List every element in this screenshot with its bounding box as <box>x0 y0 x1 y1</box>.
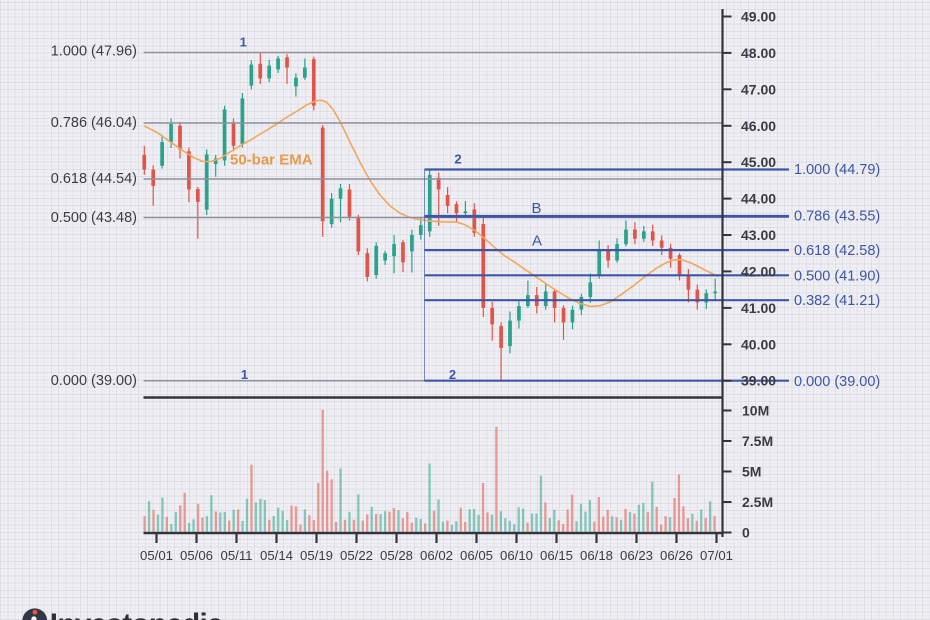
svg-text:0.618 (44.54): 0.618 (44.54) <box>51 171 137 187</box>
svg-text:45.00: 45.00 <box>741 154 776 170</box>
svg-text:7.5M: 7.5M <box>742 433 773 449</box>
svg-text:10M: 10M <box>742 403 769 419</box>
svg-text:05/11: 05/11 <box>220 548 252 563</box>
svg-text:0.382 (41.21): 0.382 (41.21) <box>794 293 880 309</box>
svg-text:0: 0 <box>742 525 750 541</box>
svg-text:0.500 (41.90): 0.500 (41.90) <box>794 269 880 285</box>
svg-text:0.786 (46.04): 0.786 (46.04) <box>51 115 137 131</box>
svg-text:43.00: 43.00 <box>741 227 776 243</box>
svg-text:06/15: 06/15 <box>540 548 573 563</box>
svg-text:49.00: 49.00 <box>741 9 776 25</box>
svg-text:05/22: 05/22 <box>340 548 373 563</box>
svg-text:05/28: 05/28 <box>380 548 413 563</box>
svg-text:05/06: 05/06 <box>180 548 213 563</box>
svg-text:06/23: 06/23 <box>620 548 653 563</box>
svg-text:50-bar EMA: 50-bar EMA <box>230 152 313 169</box>
svg-text:0.000 (39.00): 0.000 (39.00) <box>794 374 880 390</box>
svg-text:05/14: 05/14 <box>260 548 293 563</box>
svg-text:1: 1 <box>241 367 248 382</box>
svg-text:2: 2 <box>454 152 461 167</box>
svg-text:46.00: 46.00 <box>741 118 776 134</box>
svg-text:44.00: 44.00 <box>741 191 776 207</box>
svg-text:0.618 (42.58): 0.618 (42.58) <box>794 243 880 259</box>
svg-text:40.00: 40.00 <box>741 336 776 352</box>
svg-text:47.00: 47.00 <box>741 81 776 97</box>
svg-text:06/26: 06/26 <box>660 548 693 563</box>
svg-text:0.000 (39.00): 0.000 (39.00) <box>51 373 137 389</box>
svg-text:05/01: 05/01 <box>140 548 173 563</box>
svg-text:06/10: 06/10 <box>500 548 533 563</box>
svg-text:06/02: 06/02 <box>420 548 453 563</box>
svg-text:0.500 (43.48): 0.500 (43.48) <box>51 210 137 226</box>
svg-text:07/01: 07/01 <box>700 548 733 563</box>
svg-text:2.5M: 2.5M <box>742 494 773 510</box>
svg-text:1: 1 <box>240 35 247 50</box>
svg-text:42.00: 42.00 <box>741 263 776 279</box>
svg-text:41.00: 41.00 <box>741 300 776 316</box>
svg-text:1.000 (44.79): 1.000 (44.79) <box>794 162 880 178</box>
svg-text:06/05: 06/05 <box>460 548 493 563</box>
svg-text:B: B <box>531 200 541 217</box>
svg-text:2: 2 <box>449 367 456 382</box>
svg-text:06/18: 06/18 <box>580 548 613 563</box>
svg-text:A: A <box>532 233 542 250</box>
svg-text:05/19: 05/19 <box>300 548 333 563</box>
svg-text:48.00: 48.00 <box>741 45 776 61</box>
svg-text:5M: 5M <box>742 464 761 480</box>
svg-text:Investopedia: Investopedia <box>50 608 224 620</box>
svg-text:1.000 (47.96): 1.000 (47.96) <box>51 44 137 60</box>
svg-text:39.00: 39.00 <box>741 373 776 389</box>
svg-text:0.786 (43.55): 0.786 (43.55) <box>794 209 880 225</box>
